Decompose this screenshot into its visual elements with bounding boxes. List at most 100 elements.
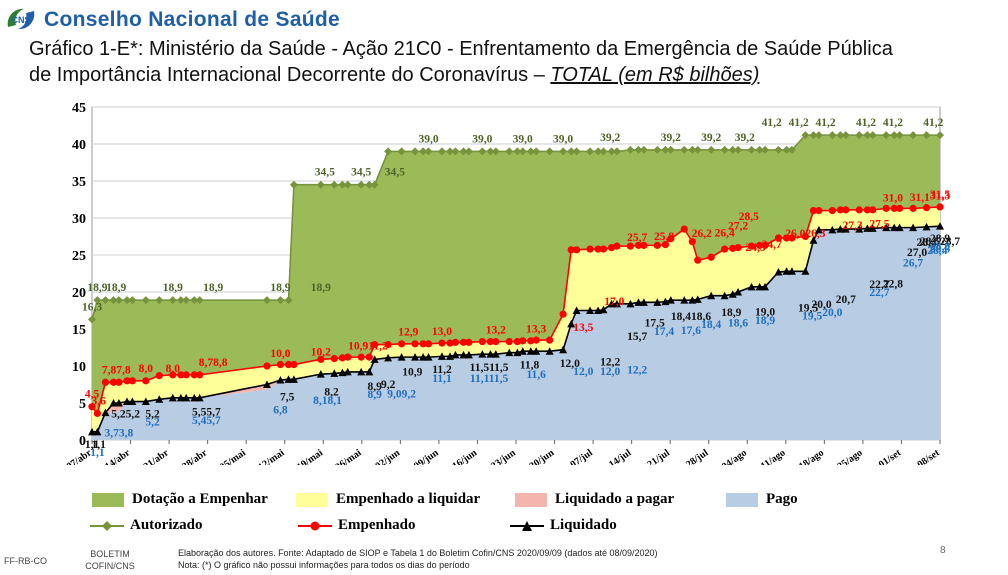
legend-label-dotacao: Dotação a Empenhar (132, 491, 268, 507)
marker-liquidado (836, 225, 845, 233)
marker-empenhado (546, 336, 554, 344)
data-label-empenhado: 31,5 (930, 189, 950, 201)
marker-liquidado (626, 299, 635, 308)
data-label-empenhado: 27,2 (728, 221, 748, 233)
marker-empenhado (478, 337, 486, 346)
marker-empenhado (863, 206, 871, 214)
marker-autorizado (895, 131, 904, 140)
marker-autorizado (545, 147, 554, 156)
page-number: 8 (940, 545, 946, 556)
marker-autorizado (384, 147, 393, 156)
data-label-pago: 20,0 (822, 307, 842, 319)
marker-autorizado (782, 145, 791, 154)
marker-autorizado (855, 131, 864, 140)
data-label-autorizado: 41,2 (923, 117, 943, 129)
marker-liquidado (93, 427, 102, 436)
legend-label-liquidado-pagar: Liquidado a pagar (555, 491, 675, 507)
marker-empenhado (492, 337, 500, 346)
marker-liquidado (491, 350, 500, 358)
marker-autorizado (370, 180, 379, 189)
area-pago (92, 226, 940, 440)
data-label-autorizado: 18,9 (311, 282, 331, 294)
marker-autorizado (922, 131, 931, 140)
x-tick-label: 18/ago (797, 447, 826, 465)
marker-autorizado (505, 147, 514, 156)
marker-autorizado (114, 296, 123, 305)
y-tick-label: 25 (72, 249, 86, 264)
data-label-autorizado: 39,0 (472, 133, 492, 145)
marker-autorizado (182, 296, 191, 305)
marker-empenhado (290, 360, 298, 369)
marker-autorizado (755, 145, 764, 154)
data-label-empenhado: 7,87,8 (102, 364, 131, 376)
data-label-empenhado: 13,5 (573, 322, 593, 334)
marker-empenhado (128, 377, 136, 385)
marker-liquidado (141, 397, 150, 406)
marker-empenhado (519, 337, 527, 345)
marker-liquidado (841, 225, 850, 233)
marker-autorizado (594, 147, 603, 156)
data-label-empenhado: 8,0 (139, 363, 154, 375)
legend-liquidado: Liquidado (510, 517, 617, 534)
data-label-liquidado: 11,2 (432, 364, 452, 376)
marker-empenhado (88, 403, 96, 411)
marker-liquidado (176, 393, 185, 402)
x-tick-label: 12/mai (256, 447, 286, 465)
y-tick-label: 35 (72, 175, 86, 190)
chart-title-prefix: de Importância Internacional Decorrente … (29, 64, 551, 86)
data-label-empenhado: 13,3 (526, 324, 546, 336)
data-label-liquidado: 28,9 (930, 233, 950, 245)
legend-line-liquidado (510, 520, 544, 531)
marker-autorizado (338, 180, 347, 189)
marker-empenhado (567, 246, 575, 254)
data-label-autorizado: 18,9 (163, 282, 183, 294)
footer-source-line1: Elaboração dos autores. Fonte: Adaptado … (178, 548, 658, 558)
marker-autorizado (365, 180, 374, 189)
cns-logo: CNS (7, 8, 35, 30)
marker-empenhado (371, 340, 379, 349)
x-tick-label: 26/mai (334, 447, 364, 465)
y-tick-label: 5 (79, 397, 86, 412)
data-label-liquidado: 18,9 (721, 307, 741, 319)
marker-liquidado (486, 350, 495, 358)
marker-autorizado (486, 147, 495, 156)
marker-empenhado (909, 204, 917, 212)
data-label-liquidado: 28,4 (916, 237, 936, 249)
marker-empenhado (527, 337, 535, 345)
data-label-empenhado: 26,026,3 (785, 228, 826, 240)
marker-liquidado (190, 393, 199, 402)
marker-autorizado (734, 145, 743, 154)
x-tick-label: 02/jun (373, 447, 402, 465)
data-label-pago: 17,4 (654, 326, 674, 338)
marker-empenhado (177, 371, 185, 379)
marker-empenhado (896, 204, 904, 212)
marker-empenhado (836, 206, 844, 214)
marker-liquidado (128, 397, 137, 406)
marker-liquidado (653, 298, 662, 306)
marker-autorizado (559, 147, 568, 156)
marker-autorizado (478, 147, 487, 156)
data-label-autorizado: 39,2 (735, 132, 755, 144)
data-label-liquidado: 12,2 (600, 357, 620, 369)
marker-empenhado (344, 353, 352, 361)
marker-empenhado (411, 340, 419, 348)
data-label-pago: 9,09,2 (387, 388, 416, 400)
marker-autorizado (141, 296, 150, 305)
marker-autorizado (122, 296, 131, 305)
data-label-liquidado: 8,9 (367, 381, 382, 393)
data-label-liquidado: 9,2 (381, 379, 396, 391)
marker-empenhado (486, 337, 495, 346)
marker-liquidado (155, 395, 164, 403)
chart-title-unit: TOTAL (em R$ bilhões) (550, 64, 760, 86)
data-label-empenhado: 17,0 (604, 296, 624, 308)
x-tick-label: 05/mai (218, 447, 248, 465)
data-label-liquidado: 20,0 (811, 299, 831, 311)
marker-autorizado (909, 131, 918, 140)
marker-empenhado (626, 242, 635, 250)
marker-liquidado (365, 367, 374, 376)
marker-autorizado (720, 145, 729, 154)
marker-liquidado (276, 376, 285, 384)
marker-liquidado (122, 397, 131, 406)
marker-empenhado (788, 234, 796, 242)
x-tick-label: 28/abr (180, 447, 210, 465)
